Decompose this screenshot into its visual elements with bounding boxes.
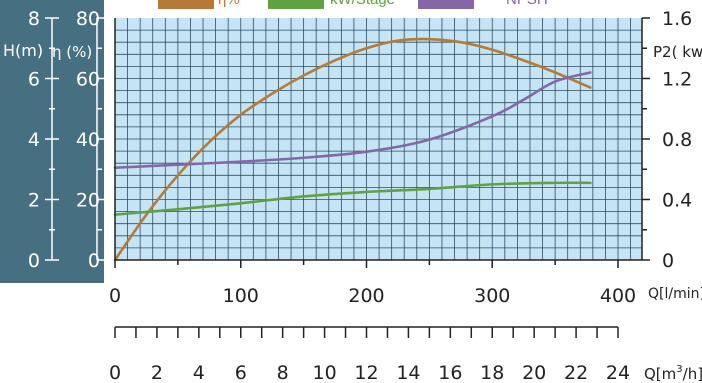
- flow-m3h-axis-label: Q[m3/h]: [644, 364, 702, 383]
- flow-m3h-tick-label: 2: [151, 362, 163, 383]
- legend: η% kW/Stage NPSH: [158, 0, 548, 9]
- efficiency-axis-label: η (%): [52, 43, 92, 61]
- power-tick-label: 1.2: [662, 69, 692, 91]
- grid-lines: [115, 18, 642, 260]
- flow-m3h-tick-label: 18: [480, 362, 504, 383]
- flow-m3h-tick-label: 16: [438, 362, 462, 383]
- flow-lpm-tick-label: 200: [348, 285, 384, 307]
- flow-m3h-tick-label: 6: [235, 362, 247, 383]
- head-axis-label: H(m): [3, 41, 43, 60]
- series-curves: [113, 37, 592, 262]
- power-tick-label: 0: [662, 250, 674, 272]
- efficiency-tick-label: 60: [76, 69, 100, 91]
- power-tick-label: 1.6: [662, 8, 692, 30]
- efficiency-tick-label: 0: [88, 250, 100, 272]
- head-tick-label: 6: [28, 69, 40, 91]
- axes: [45, 17, 650, 338]
- flow-m3h-tick-label: 12: [354, 362, 378, 383]
- legend-label-2: NPSH: [506, 0, 548, 8]
- flow-m3h-tick-label: 14: [396, 362, 420, 383]
- flow-lpm-tick-label: 100: [223, 285, 259, 307]
- legend-label-1: kW/Stage: [330, 0, 395, 8]
- head-tick-label: 2: [28, 190, 40, 212]
- legend-swatch-0: [158, 0, 214, 9]
- legend-swatch-2: [418, 0, 474, 9]
- series-line-2: [113, 71, 592, 170]
- flow-m3h-label-sup: 3: [676, 364, 682, 375]
- flow-m3h-label-end: /h]: [683, 365, 702, 383]
- head-tick-label: 4: [28, 129, 40, 151]
- flow-m3h-tick-label: 22: [564, 362, 588, 383]
- legend-label-0: η%: [218, 0, 240, 8]
- series-line-1: [113, 181, 592, 216]
- power-tick-label: 0.4: [662, 190, 692, 212]
- efficiency-tick-label: 20: [76, 190, 100, 212]
- flow-lpm-tick-label: 0: [109, 285, 121, 307]
- power-axis-label: P2( kw): [653, 43, 702, 61]
- flow-m3h-tick-label: 20: [522, 362, 546, 383]
- head-tick-label: 0: [28, 250, 40, 272]
- flow-m3h-tick-label: 0: [109, 362, 121, 383]
- flow-lpm-axis-label: Q[l/min]: [648, 286, 702, 302]
- series-line-0: [113, 37, 592, 262]
- flow-m3h-tick-label: 24: [606, 362, 630, 383]
- flow-lpm-tick-label: 400: [600, 285, 636, 307]
- flow-lpm-tick-label: 300: [474, 285, 510, 307]
- head-tick-label: 8: [28, 8, 40, 30]
- efficiency-tick-label: 80: [76, 8, 100, 30]
- flow-m3h-tick-label: 10: [312, 362, 336, 383]
- flow-m3h-label-main: Q[m: [644, 365, 676, 383]
- legend-swatch-1: [268, 0, 324, 9]
- flow-m3h-tick-label: 4: [193, 362, 205, 383]
- flow-m3h-tick-label: 8: [277, 362, 289, 383]
- efficiency-tick-label: 40: [76, 129, 100, 151]
- power-tick-label: 0.8: [662, 129, 692, 151]
